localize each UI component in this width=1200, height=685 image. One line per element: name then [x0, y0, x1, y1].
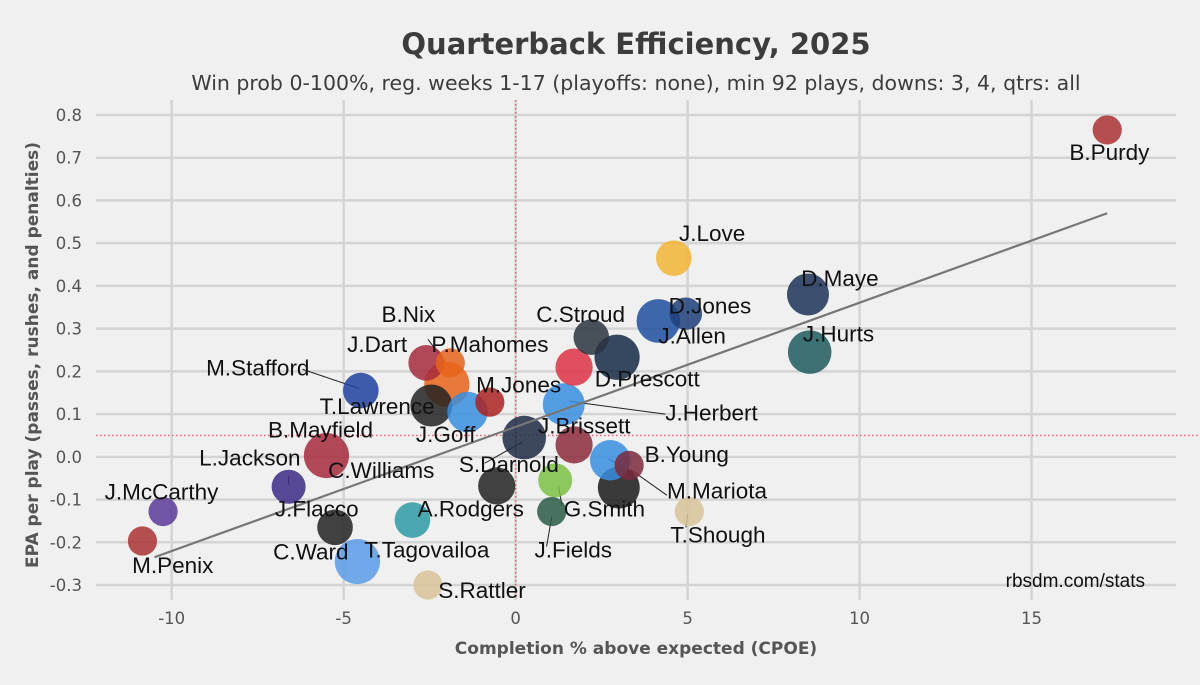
point-c-ward	[334, 538, 381, 585]
point-s-darnold	[555, 426, 593, 464]
y-tick-label: 0.2	[56, 362, 82, 381]
x-tick-label: 0	[510, 609, 521, 628]
y-tick-label: 0.7	[56, 149, 82, 168]
point-label-t-shough: T.Shough	[670, 522, 765, 547]
point-j-flacco	[317, 509, 353, 546]
y-tick-label: 0.6	[56, 191, 82, 210]
trend-line	[154, 212, 1108, 559]
y-tick-label: -0.3	[50, 576, 82, 595]
point-label-j-mccarthy: J.McCarthy	[105, 480, 220, 505]
point-label-m-mariota: M.Mariota	[667, 478, 768, 503]
x-tick-label: 15	[1021, 609, 1042, 628]
x-tick-label: 10	[849, 609, 870, 628]
point-m-penix	[127, 526, 158, 556]
point-j-mccarthy	[148, 496, 178, 527]
point-labels: B.Purdy J.Love D.Maye D.Jones C.Stroud B.Nix J…	[105, 140, 1151, 603]
point-t-shough	[674, 496, 704, 527]
point-label-m-jones: M.Jones	[476, 373, 561, 398]
point-a-rodgers	[478, 467, 516, 505]
point-m-stafford	[343, 372, 379, 409]
point-label-j-goff: J.Goff	[416, 422, 476, 447]
reference-lines	[96, 100, 1200, 600]
point-label-t-tagovailoa: T.Tagovailoa	[364, 537, 490, 562]
label-leader-line	[568, 400, 666, 415]
point-j-dart	[408, 345, 444, 381]
point-label-s-darnold: S.Darnold	[459, 452, 559, 477]
point-j-love	[656, 240, 692, 276]
point-d-jones	[669, 297, 703, 330]
point-label-d-maye: D.Maye	[801, 266, 879, 291]
y-tick-label: 0.1	[56, 405, 82, 424]
point-label-b-young: B.Young	[645, 442, 729, 467]
point-label-c-ward: C.Ward	[273, 539, 348, 564]
point-label-b-nix: B.Nix	[381, 302, 436, 327]
point-b-purdy	[1092, 115, 1122, 145]
y-tick-label: 0.4	[56, 277, 82, 296]
point-j-brissett	[555, 348, 593, 386]
point-t-lawrence	[410, 384, 453, 427]
y-tick-label: 0.5	[56, 234, 82, 253]
point-label-c-williams: C.Williams	[328, 458, 434, 483]
point-label-m-stafford: M.Stafford	[206, 356, 309, 381]
point-t-tagovailoa	[394, 502, 431, 538]
point-j-hurts	[787, 330, 832, 374]
y-tick-label: 0.3	[56, 320, 82, 339]
point-label-j-herbert: J.Herbert	[665, 401, 758, 426]
point-label-c-stroud: C.Stroud	[536, 302, 625, 327]
credit-text: rbsdm.com/stats	[1006, 571, 1145, 592]
y-tick-label: -0.2	[50, 533, 82, 552]
point-label-d-jones: D.Jones	[669, 294, 752, 319]
point-label-j-allen: J.Allen	[658, 324, 726, 349]
point-label-j-fields: J.Fields	[535, 537, 613, 562]
point-label-g-smith: G.Smith	[564, 497, 645, 522]
point-label-p-mahomes: P.Mahomes	[431, 332, 548, 357]
point-b-nix	[435, 348, 465, 378]
y-tick-label: 0.0	[56, 448, 82, 467]
point-g-smith	[538, 463, 573, 498]
point-l-jackson	[271, 469, 306, 504]
y-tick-label: 0.8	[56, 106, 82, 125]
x-tick-label: 5	[682, 609, 693, 628]
x-tick-label: -5	[335, 609, 351, 628]
point-label-m-penix: M.Penix	[132, 553, 214, 578]
chart-subtitle: Win prob 0-100%, reg. weeks 1-17 (playof…	[191, 71, 1080, 95]
point-label-d-prescott: D.Prescott	[595, 366, 701, 391]
point-label-j-dart: J.Dart	[347, 332, 408, 357]
point-label-j-brissett: J.Brissett	[538, 413, 631, 438]
y-tick-label: -0.1	[50, 491, 82, 510]
point-m-jones	[475, 387, 505, 417]
point-d-maye	[786, 273, 829, 316]
point-label-j-flacco: J.Flacco	[275, 497, 359, 522]
point-label-b-purdy: B.Purdy	[1069, 140, 1150, 165]
point-label-t-lawrence: T.Lawrence	[320, 394, 435, 419]
point-j-herbert	[542, 383, 585, 426]
point-b-mayfield	[303, 432, 350, 479]
tick-labels: -10 -5 0 5 10 15 -0.3 -0.2 -0.1 0.0 0.1 0.2 0.3 0.4 0.…	[50, 106, 1042, 628]
trend-line-group	[154, 212, 1108, 559]
point-label-b-mayfield: B.Mayfield	[268, 418, 373, 443]
point-s-rattler	[413, 570, 443, 600]
chart-title: Quarterback Efficiency, 2025	[401, 27, 870, 61]
point-label-s-rattler: S.Rattler	[438, 578, 526, 603]
point-c-stroud	[573, 319, 610, 355]
x-axis-title: Completion % above expected (CPOE)	[455, 639, 817, 659]
x-tick-label: -10	[158, 609, 185, 628]
y-axis-title: EPA per play (passes, rushes, and penalt…	[23, 142, 43, 568]
point-label-j-love: J.Love	[679, 221, 745, 246]
point-label-j-hurts: J.Hurts	[803, 321, 874, 346]
point-j-fields	[537, 496, 567, 527]
point-label-l-jackson: L.Jackson	[199, 445, 300, 470]
point-m-mariota	[614, 450, 644, 480]
point-j-allen	[636, 299, 681, 343]
point-label-a-rodgers: A.Rodgers	[418, 497, 524, 522]
